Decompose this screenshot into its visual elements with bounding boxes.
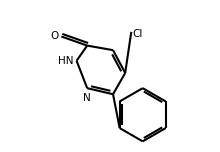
- Text: N: N: [83, 93, 91, 103]
- Text: Cl: Cl: [133, 29, 143, 39]
- Text: HN: HN: [58, 56, 73, 66]
- Text: O: O: [50, 31, 58, 41]
